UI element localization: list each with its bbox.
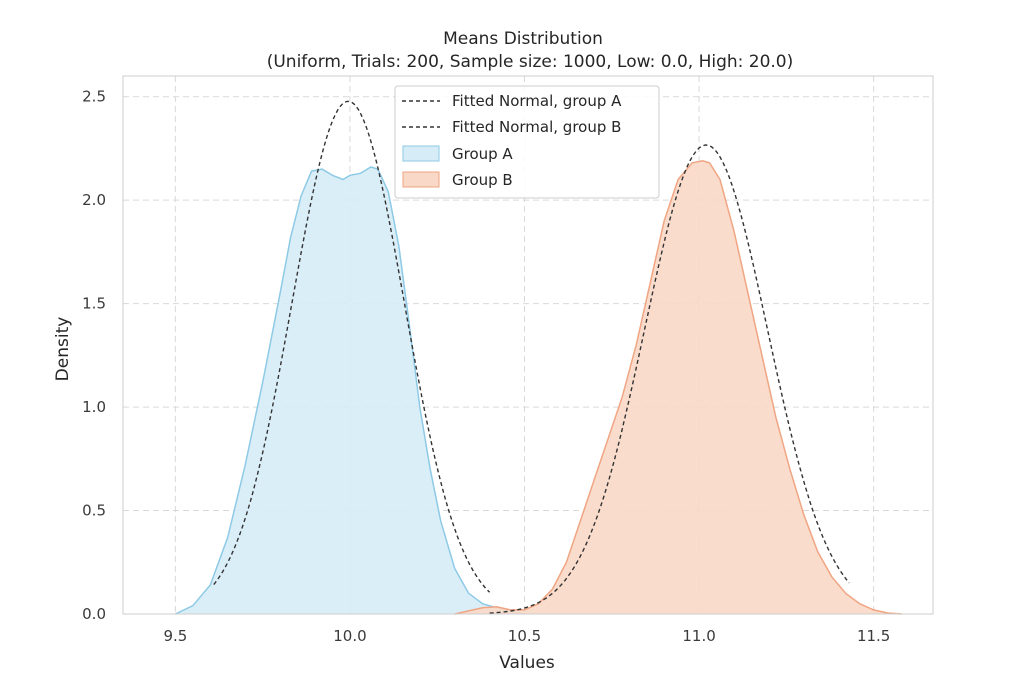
x-tick-label: 10.0 <box>333 627 366 645</box>
x-tick-label: 10.5 <box>508 627 541 645</box>
y-axis-ticks: 0.0 0.5 1.0 1.5 2.0 2.5 <box>82 88 106 623</box>
x-tick-label: 11.0 <box>682 627 715 645</box>
fitted-normal-lines <box>213 100 850 614</box>
fit-line-fitted-normal-group-a <box>213 100 491 593</box>
y-tick-label: 2.5 <box>82 88 106 106</box>
outline-group-a <box>175 166 525 615</box>
y-tick-label: 1.5 <box>82 295 106 313</box>
y-tick-label: 0.5 <box>82 502 106 520</box>
x-tick-label: 9.5 <box>163 627 187 645</box>
fit-line-fitted-normal-group-b <box>489 144 850 614</box>
plot-frame <box>122 75 934 615</box>
x-tick-label: 11.5 <box>857 627 890 645</box>
legend-label-group-b: Group B <box>452 171 513 189</box>
legend-label-fit-b: Fitted Normal, group B <box>452 118 621 136</box>
y-tick-label: 2.0 <box>82 191 106 209</box>
chart-title: Means Distribution <box>443 29 603 49</box>
x-axis-ticks: 9.5 10.0 10.5 11.0 11.5 <box>163 627 890 645</box>
legend-label-fit-a: Fitted Normal, group A <box>452 92 622 110</box>
legend-swatch-group-a <box>402 145 440 162</box>
legend-label-group-a: Group A <box>452 145 513 163</box>
legend-swatch-group-b <box>402 171 440 188</box>
area-group-b <box>454 160 902 615</box>
y-axis-label: Density <box>53 317 73 382</box>
legend: Fitted Normal, group A Fitted Normal, gr… <box>394 85 660 199</box>
density-areas <box>175 160 902 615</box>
area-group-a <box>175 167 525 614</box>
chart-subtitle: (Uniform, Trials: 200, Sample size: 1000… <box>267 52 794 72</box>
legend-box <box>394 85 660 199</box>
y-tick-label: 1.0 <box>82 398 106 416</box>
x-axis-label: Values <box>499 653 555 673</box>
y-tick-label: 0.0 <box>82 605 106 623</box>
